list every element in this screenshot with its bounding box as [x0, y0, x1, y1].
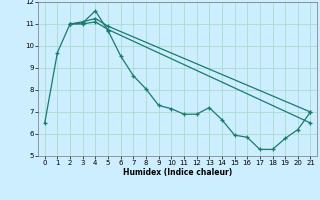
- X-axis label: Humidex (Indice chaleur): Humidex (Indice chaleur): [123, 168, 232, 177]
